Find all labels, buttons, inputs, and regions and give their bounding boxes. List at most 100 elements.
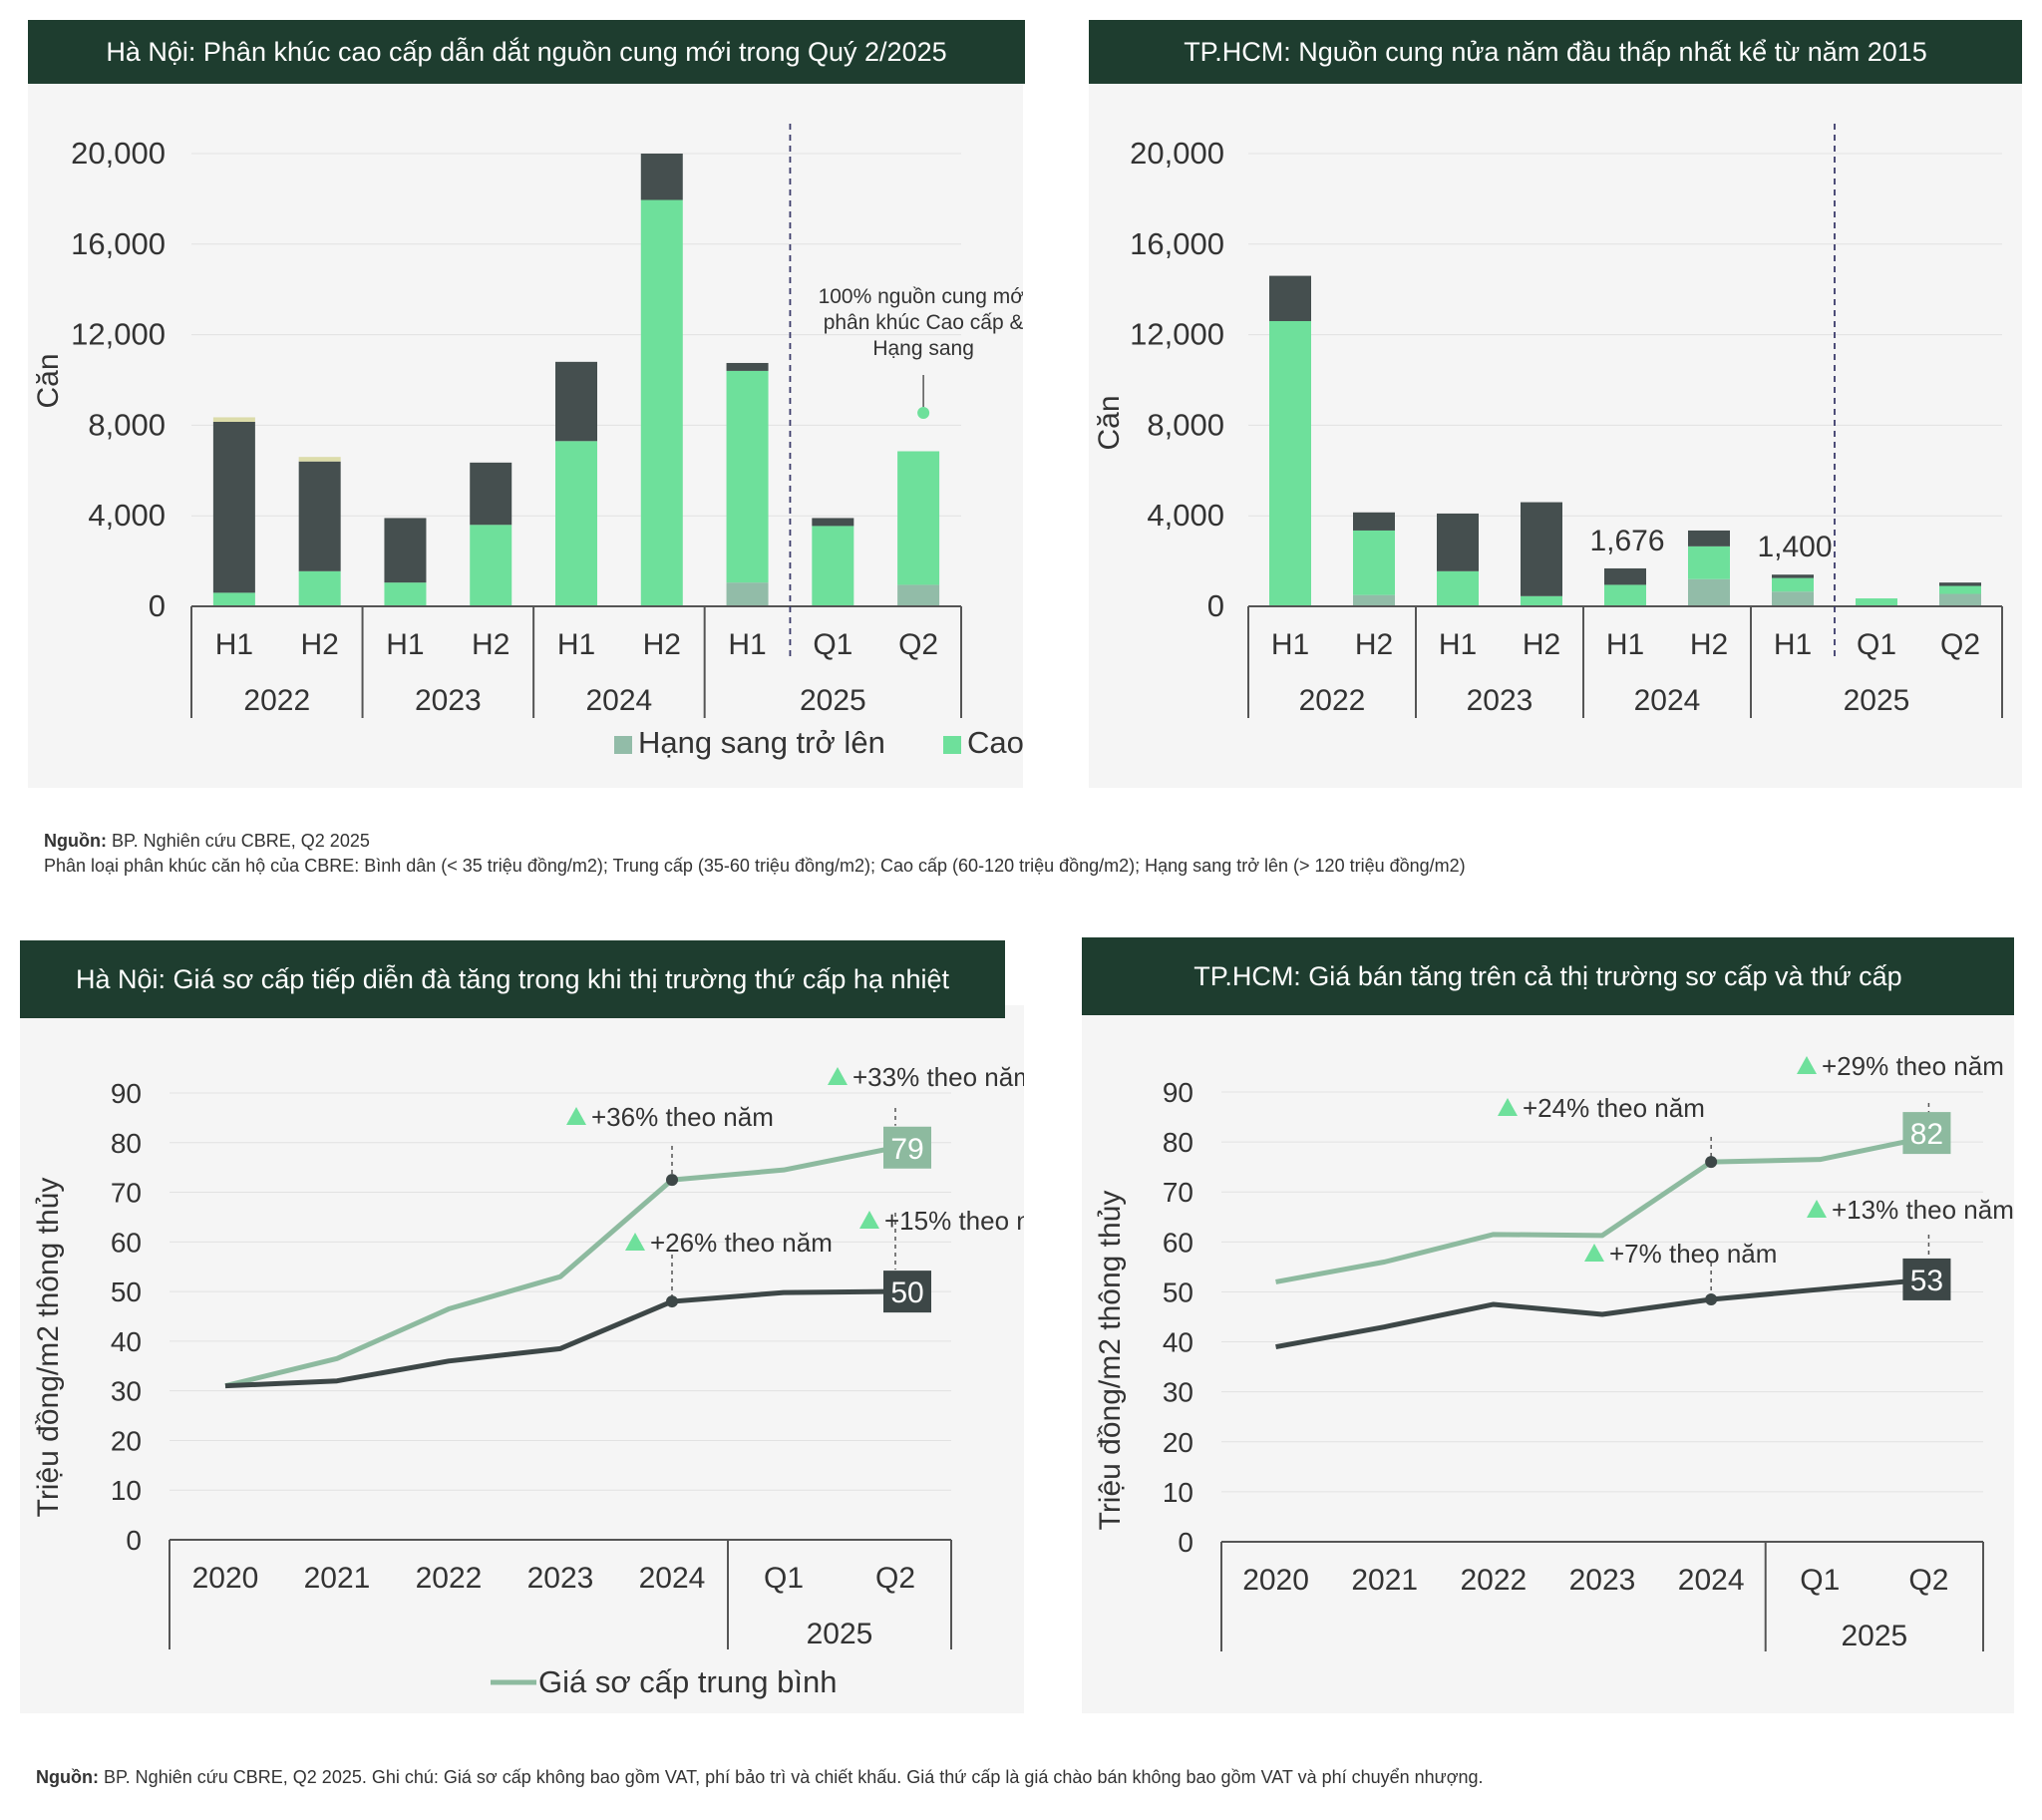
annotation-text: +24% theo năm [1523,1093,1705,1123]
x-tick-label: H2 [1355,628,1393,661]
y-tick-label: 0 [126,1525,142,1556]
x-tick-label: H1 [1774,628,1812,661]
bar-mid-end [1772,574,1814,578]
bar-data-label: 1,676 [1589,525,1664,557]
legend-label: Giá sơ cấp trung bình [538,1664,838,1699]
y-tick-label: 90 [111,1078,142,1109]
annotation-text: +7% theo năm [1609,1239,1777,1269]
x-tick-label: H2 [1690,628,1728,661]
top-source-line: Nguồn: BP. Nghiên cứu CBRE, Q2 2025 [44,831,370,852]
y-tick-label: 16,000 [71,226,166,261]
y-tick-label: 12,000 [1130,317,1224,352]
bar-high-end [1939,585,1981,594]
bottom-source-text: BP. Nghiên cứu CBRE, Q2 2025. Ghi chú: G… [98,1767,1484,1787]
x-tick-label: Q1 [813,628,852,661]
annotation-text: +13% theo năm [1832,1195,2014,1225]
year-group-label: 2025 [1841,1620,1907,1652]
end-value-label: 53 [1910,1265,1943,1297]
bar-mid-end [726,362,769,371]
bar-high-end [1269,320,1311,606]
bar-high-end [1688,546,1730,579]
legend-swatch [943,736,961,754]
bar-mid-end [1521,502,1562,596]
bar-mid-end [812,518,854,527]
x-tick-label: 2021 [1351,1564,1418,1597]
bar-high-end [1437,570,1479,606]
bar-high-end [726,370,769,583]
year-group-label: 2025 [800,684,866,717]
x-tick-label: H2 [643,628,681,661]
x-tick-label: H1 [386,628,424,661]
end-value-label: 79 [890,1133,923,1166]
hcm-price-panel [1082,1005,2014,1713]
x-tick-label: 2020 [192,1562,259,1595]
end-value-box [1902,1258,1951,1300]
hn-supply-title: Hà Nội: Phân khúc cao cấp dẫn dắt nguồn … [28,20,1025,84]
bar-high-end [1856,598,1897,606]
bar-mid-end [1688,530,1730,546]
bar-high-end [1604,584,1646,606]
up-triangle-icon [566,1107,586,1125]
bar-luxury [726,582,769,606]
up-triangle-icon [828,1067,848,1085]
bar-high-end [298,570,341,606]
hn-price-panel [20,1005,1024,1713]
y-tick-label: 40 [1163,1327,1193,1358]
hn-price-chart: 0 10 20 30 40 50 60 70 80 90 Triệu đồng/m2 thông t… [32,1062,1024,1699]
bottom-source-line: Nguồn: BP. Nghiên cứu CBRE, Q2 2025. Ghi… [36,1767,1484,1788]
x-tick-label: 2022 [1460,1564,1527,1597]
bar-affordable [298,457,341,462]
y-tick-label: 10 [1163,1477,1193,1508]
y-tick-label: 10 [111,1475,142,1506]
annotation-text: Hạng sang [872,337,974,360]
annotation-text: +33% theo năm [852,1062,1024,1092]
x-tick-label: H1 [1271,628,1309,661]
bar-luxury [1688,578,1730,606]
annotation-text: +26% theo năm [650,1228,833,1258]
end-value-box [1902,1112,1951,1155]
x-tick-label: H2 [1523,628,1560,661]
annotation-marker [917,407,930,419]
bottom-source-prefix: Nguồn: [36,1767,99,1787]
year-group-label: 2025 [807,1618,873,1650]
y-tick-label: 4,000 [1147,498,1224,533]
end-value-box [883,1126,931,1169]
hn-supply-chart: 0 4,000 8,000 12,000 16,000 20,000 Căn H1 H2 H1 H2… [32,124,1023,760]
year-group-label: 2024 [1634,684,1701,717]
secondary-price-line [224,1288,896,1389]
y-tick-label: 20 [111,1425,142,1456]
x-tick-label: Q1 [764,1562,804,1595]
bar-high-end [812,526,854,606]
y-axis-label: Triệu đồng/m2 thông thủy [1094,1191,1127,1531]
bar-high-end [640,199,683,606]
up-triangle-icon [625,1233,645,1251]
y-tick-label: 8,000 [1147,407,1224,442]
end-value-label: 50 [890,1276,923,1309]
top-source-note: Phân loại phân khúc căn hộ của CBRE: Bìn… [44,856,1466,876]
bar-mid-end [212,421,255,593]
y-axis-label: Căn [32,353,65,408]
y-tick-label: 0 [1178,1527,1193,1558]
bar-mid-end [1939,582,1981,586]
data-point-marker [666,1295,678,1308]
bar-high-end [1521,595,1562,606]
data-point-marker [666,1174,678,1187]
up-triangle-icon [1807,1200,1827,1218]
annotation-text: +36% theo năm [591,1102,774,1132]
primary-price-line [1275,1134,1929,1284]
annotation-text: +29% theo năm [1822,1051,2004,1081]
y-tick-label: 20,000 [1130,136,1224,171]
x-tick-label: Q2 [898,628,938,661]
x-tick-label: Q2 [1908,1564,1948,1597]
y-tick-label: 50 [1163,1276,1193,1307]
bar-mid-end [1353,512,1395,531]
x-tick-label: H1 [728,628,766,661]
y-tick-label: 12,000 [71,317,166,352]
bar-affordable [212,417,255,422]
x-tick-label: 2022 [416,1562,483,1595]
y-tick-label: 50 [111,1276,142,1307]
y-tick-label: 8,000 [88,407,166,442]
y-tick-label: 70 [111,1178,142,1209]
bar-luxury [1353,594,1395,606]
x-tick-label: Q2 [875,1562,915,1595]
